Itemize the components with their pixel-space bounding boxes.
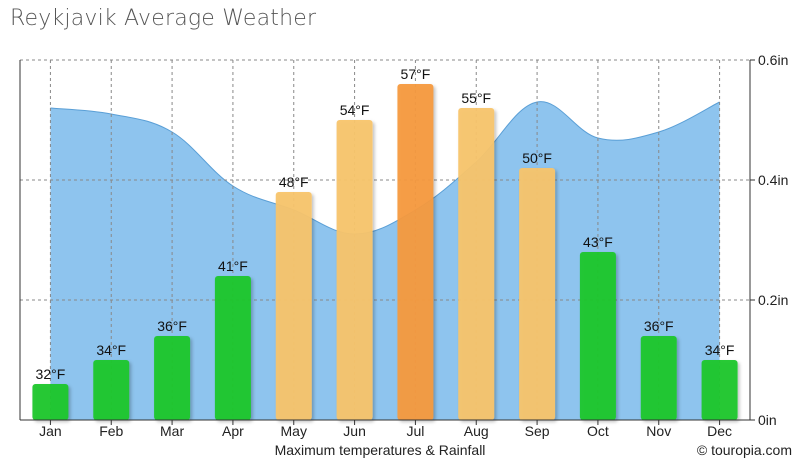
temperature-label-may: 48°F [279,174,309,190]
x-tick-label-feb: Feb [99,423,123,439]
label-layer: 32°F 34°F 36°F 41°F 48°F 54°F 57°F 55°F 50°F 43°F… [36,66,735,382]
temperature-bar-dec [701,360,738,420]
temperature-bar-nov [640,336,677,420]
temperature-bar-sep [519,168,556,420]
rainfall-layer [50,101,720,420]
x-tick-label-jun: Jun [343,423,366,439]
temperature-label-jun: 54°F [340,102,370,118]
x-tick-label-mar: Mar [160,423,184,439]
temperature-label-apr: 41°F [218,258,248,274]
temperature-bar-may [275,192,312,420]
temperature-bar-oct [579,252,616,420]
chart-caption: Maximum temperatures & Rainfall [274,442,486,458]
x-tick-label-apr: Apr [222,423,244,439]
x-tick-label-sep: Sep [525,423,550,439]
temperature-label-oct: 43°F [583,234,613,250]
temperature-bar-mar [154,336,191,420]
temperature-bar-aug [458,108,495,420]
x-tick-label-jan: Jan [39,423,62,439]
y-tick-label: 0.4in [758,172,788,188]
temperature-bar-jun [336,120,373,420]
bar-layer [32,84,738,420]
y-tick-label: 0in [758,412,777,428]
rainfall-area [50,101,720,420]
x-tick-label-nov: Nov [646,423,671,439]
temperature-bar-apr [214,276,251,420]
copyright-text: © touropia.com [696,442,792,458]
x-tick-label-dec: Dec [707,423,732,439]
axis-layer: 0in 0.2in 0.4in 0.6in Jan Feb Mar Apr May Jun Jul A… [19,52,788,439]
x-tick-label-aug: Aug [464,423,489,439]
temperature-label-aug: 55°F [461,90,491,106]
x-tick-label-oct: Oct [587,423,609,439]
temperature-bar-jan [32,384,69,420]
temperature-bar-jul [397,84,434,420]
y-tick-label: 0.6in [758,52,788,68]
x-tick-label-jul: Jul [406,423,424,439]
temperature-label-mar: 36°F [157,318,187,334]
y-tick-label: 0.2in [758,292,788,308]
temperature-bar-feb [93,360,130,420]
x-tick-label-may: May [281,423,307,439]
temperature-label-dec: 34°F [705,342,735,358]
temperature-label-jul: 57°F [401,66,431,82]
temperature-label-jan: 32°F [36,366,66,382]
temperature-label-nov: 36°F [644,318,674,334]
temperature-label-feb: 34°F [96,342,126,358]
chart-title: Reykjavik Average Weather [10,6,317,31]
temperature-label-sep: 50°F [522,150,552,166]
